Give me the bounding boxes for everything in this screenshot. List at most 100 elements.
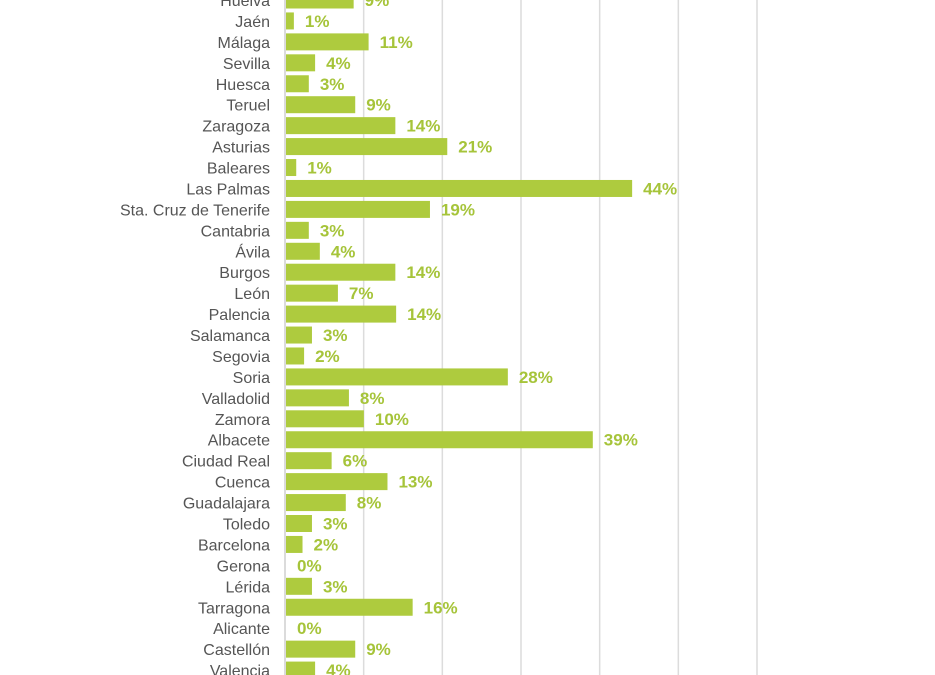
value-label: 3% <box>323 326 348 345</box>
value-label: 21% <box>458 138 492 157</box>
category-label: Soria <box>233 370 270 387</box>
category-label: Huelva <box>220 0 270 10</box>
category-label: Lérida <box>226 579 271 596</box>
gridlines <box>284 0 758 675</box>
category-label: Barcelona <box>198 537 270 554</box>
category-label: Jaén <box>235 14 270 31</box>
category-label: Las Palmas <box>186 181 270 198</box>
category-label: Zamora <box>215 412 270 429</box>
value-label: 2% <box>315 347 340 366</box>
value-label: 14% <box>406 263 440 282</box>
bar <box>286 410 364 428</box>
value-label: 14% <box>406 117 440 136</box>
bar <box>286 389 349 407</box>
category-label: Toledo <box>223 517 270 534</box>
category-labels: Huelva Jaén Málaga Sevilla Huesca Teruel Zarag… <box>120 0 270 675</box>
bar <box>286 305 397 323</box>
value-label: 1% <box>307 159 332 178</box>
value-label: 19% <box>441 200 475 219</box>
bar <box>286 200 430 218</box>
bar <box>286 326 312 344</box>
value-label: 4% <box>326 661 351 675</box>
value-label: 11% <box>380 33 413 52</box>
category-label: Sta. Cruz de Tenerife <box>120 202 270 219</box>
category-label: Valladolid <box>202 391 270 408</box>
category-label: Gerona <box>217 558 270 575</box>
bar <box>286 0 354 9</box>
category-label: Baleares <box>207 161 270 178</box>
bar <box>286 431 593 449</box>
category-label: Valencia <box>210 663 270 675</box>
bar <box>286 347 305 365</box>
bars <box>286 0 633 675</box>
category-label: Guadalajara <box>183 496 270 513</box>
category-label: Cuenca <box>215 475 270 492</box>
category-label: Huesca <box>216 77 270 94</box>
value-label: 4% <box>331 242 356 261</box>
bar <box>286 535 303 553</box>
category-label: Ávila <box>235 242 270 261</box>
bar <box>286 368 508 386</box>
bar <box>286 242 320 260</box>
value-label: 13% <box>398 473 432 492</box>
category-label: Albacete <box>208 433 270 450</box>
bar <box>286 138 448 156</box>
category-label: Alicante <box>213 621 270 638</box>
value-label: 8% <box>357 494 382 513</box>
value-label: 7% <box>349 284 374 303</box>
bar <box>286 33 369 51</box>
value-label: 3% <box>323 577 348 596</box>
bar <box>286 12 294 30</box>
bar <box>286 284 338 302</box>
category-label: Palencia <box>209 307 270 324</box>
bar <box>286 473 388 491</box>
category-label: Ciudad Real <box>182 454 270 471</box>
value-label: 3% <box>320 221 345 240</box>
category-label: Salamanca <box>190 328 270 345</box>
bar <box>286 640 356 658</box>
category-label: Tarragona <box>198 600 270 617</box>
value-label: 28% <box>519 368 553 387</box>
category-label: Burgos <box>219 265 270 282</box>
value-label: 1% <box>305 12 330 31</box>
bar <box>286 494 346 512</box>
value-label: 2% <box>314 535 339 554</box>
value-label: 39% <box>604 431 638 450</box>
category-label: Cantabria <box>201 223 270 240</box>
value-label: 16% <box>424 598 458 617</box>
bar <box>286 263 396 281</box>
value-label: 14% <box>407 305 441 324</box>
bar <box>286 159 297 177</box>
value-label: 3% <box>320 75 345 94</box>
bar <box>286 179 633 197</box>
category-label: Málaga <box>218 35 271 52</box>
value-label: 8% <box>360 389 385 408</box>
value-label: 9% <box>366 640 391 659</box>
value-label: 9% <box>365 0 390 10</box>
value-label: 10% <box>375 410 409 429</box>
category-label: Segovia <box>212 349 270 366</box>
bar <box>286 54 316 72</box>
bar <box>286 515 312 532</box>
category-label: Asturias <box>212 140 270 157</box>
bar <box>286 221 309 239</box>
bar <box>286 577 312 595</box>
value-label: 0% <box>297 556 322 575</box>
category-label: Sevilla <box>223 56 270 73</box>
value-label: 0% <box>297 619 322 638</box>
bar <box>286 96 356 114</box>
category-label: Teruel <box>226 98 270 115</box>
value-label: 9% <box>366 96 391 115</box>
value-label: 3% <box>323 515 348 534</box>
category-label: León <box>234 286 270 303</box>
category-label: Zaragoza <box>202 119 270 136</box>
value-label: 6% <box>343 452 368 471</box>
bar <box>286 75 309 93</box>
bar <box>286 452 332 470</box>
bar <box>286 661 316 675</box>
value-labels: 9% 1% 11% 4% 3% 9% 14% 21% 1% 44% 19% 3% 4% 14% 7% 14% 3… <box>297 0 677 675</box>
bar <box>286 117 396 135</box>
bar <box>286 598 413 616</box>
value-label: 44% <box>643 179 677 198</box>
